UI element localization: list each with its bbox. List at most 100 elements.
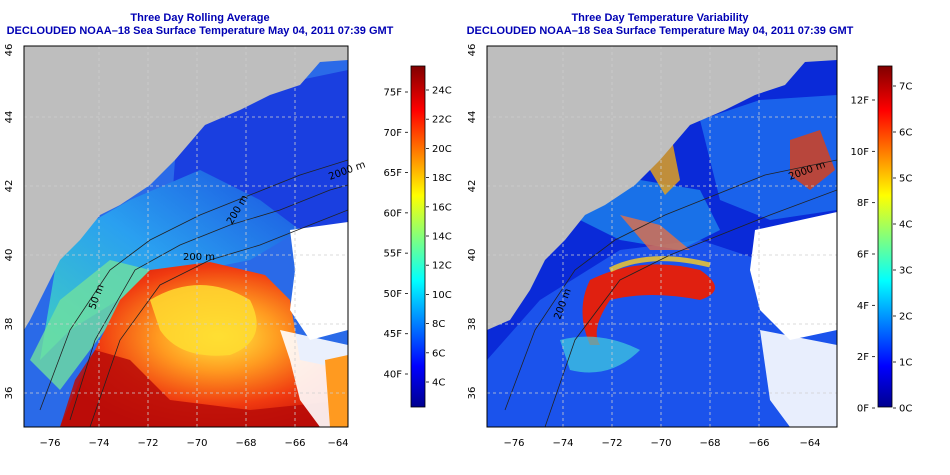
right-y-tick-38: 38 — [467, 318, 478, 331]
right-graticule — [487, 46, 837, 427]
right-x-tick-6: −66 — [748, 438, 769, 449]
right-colorbar-ramp — [877, 65, 893, 408]
right-cb-celsius-0: 7C — [899, 82, 912, 93]
right-cb-fahrenheit-1: 10F — [851, 147, 870, 158]
left-x-tick-2: −74 — [88, 438, 109, 449]
left-x-axis: −76 −74 −72 −70 −68 −66 −64 — [39, 438, 348, 449]
left-cb-celsius-10: 4C — [432, 378, 445, 389]
left-colorbar: 24C 22C 20C 18C 16C 14C 12C 10C 8C 6C 4C 75F 70F 65F… — [384, 65, 452, 408]
right-colorbar-celsius-labels: 7C 6C 5C 4C 3C 2C 1C 0C — [893, 82, 912, 415]
right-cloud-gap-south — [760, 330, 837, 427]
left-y-tick-46: 46 — [4, 44, 15, 57]
right-colorbar: 7C 6C 5C 4C 3C 2C 1C 0C 12F 10F 8F 6F 4F 2F 0F — [851, 65, 912, 415]
right-cb-celsius-3: 4C — [899, 220, 912, 231]
left-cb-fahrenheit-0: 75F — [384, 88, 403, 99]
left-y-tick-42: 42 — [4, 180, 15, 193]
right-land-mass — [487, 46, 837, 330]
left-x-tick-3: −72 — [137, 438, 158, 449]
left-warm-offshore — [325, 355, 348, 427]
right-cb-celsius-7: 0C — [899, 404, 912, 415]
right-variable-zone — [487, 240, 837, 427]
right-x-tick-2: −74 — [552, 438, 573, 449]
right-cb-fahrenheit-0: 12F — [851, 96, 870, 107]
left-map-title: Three Day Rolling Average — [130, 12, 270, 24]
right-cb-celsius-5: 2C — [899, 312, 912, 323]
left-cb-fahrenheit-7: 40F — [384, 370, 403, 381]
left-y-tick-40: 40 — [4, 249, 15, 262]
right-hot-spot-mid — [620, 215, 690, 250]
left-colorbar-fahrenheit-labels: 75F 70F 65F 60F 55F 50F 45F 40F — [384, 88, 408, 381]
left-cb-celsius-4: 16C — [432, 202, 452, 213]
right-cb-fahrenheit-4: 4F — [857, 301, 869, 312]
left-cb-celsius-7: 10C — [432, 290, 452, 301]
right-cyan-patch — [560, 336, 640, 373]
left-y-axis: 36 38 40 42 44 46 — [4, 44, 15, 400]
right-cb-celsius-4: 3C — [899, 266, 912, 277]
right-cloud-gap — [750, 212, 837, 340]
right-x-tick-4: −70 — [650, 438, 671, 449]
left-y-tick-44: 44 — [4, 111, 15, 124]
left-cb-celsius-6: 12C — [432, 261, 452, 272]
left-isobath-2000m — [89, 209, 348, 427]
right-y-axis: 36 38 40 42 44 46 — [467, 44, 478, 400]
left-map-subtitle: DECLOUDED NOAA–18 Sea Surface Temperatur… — [6, 25, 394, 37]
left-cloud-gap — [290, 222, 348, 340]
left-isobath-label-200b: 200 m — [183, 252, 215, 263]
left-isobath-50m — [39, 159, 348, 411]
left-cb-fahrenheit-4: 55F — [384, 249, 403, 260]
right-cb-celsius-1: 6C — [899, 128, 912, 139]
left-cb-celsius-5: 14C — [432, 232, 452, 243]
left-y-tick-36: 36 — [4, 387, 15, 400]
right-colorbar-fahrenheit-labels: 12F 10F 8F 6F 4F 2F 0F — [851, 96, 875, 415]
left-cb-celsius-0: 24C — [432, 86, 452, 97]
left-cb-celsius-3: 18C — [432, 173, 452, 184]
right-map-title: Three Day Temperature Variability — [571, 12, 749, 24]
left-cb-fahrenheit-1: 70F — [384, 128, 403, 139]
left-cb-celsius-1: 22C — [432, 115, 452, 126]
left-isobath-200m — [69, 184, 348, 421]
right-cb-fahrenheit-2: 8F — [857, 198, 869, 209]
left-cb-celsius-2: 20C — [432, 144, 452, 155]
left-x-tick-5: −68 — [235, 438, 256, 449]
left-colorbar-celsius-labels: 24C 22C 20C 18C 16C 14C 12C 10C 8C 6C 4C — [426, 86, 452, 389]
left-hot-band — [60, 350, 348, 427]
right-x-axis: −76 −74 −72 −70 −68 −66 −64 — [503, 438, 820, 449]
right-variability-map: 2000 m 200 m — [486, 45, 838, 428]
right-y-tick-36: 36 — [467, 387, 478, 400]
right-cb-celsius-2: 5C — [899, 174, 912, 185]
right-front-hot — [582, 264, 715, 345]
right-north-zone — [700, 95, 837, 220]
right-x-tick-3: −72 — [601, 438, 622, 449]
left-x-tick-7: −64 — [327, 438, 348, 449]
left-cb-fahrenheit-3: 60F — [384, 208, 403, 219]
right-front-yellow — [608, 256, 711, 273]
right-cb-celsius-6: 1C — [899, 358, 912, 369]
left-x-tick-6: −66 — [284, 438, 305, 449]
left-graticule — [24, 46, 348, 427]
left-cb-celsius-9: 6C — [432, 348, 445, 359]
right-y-tick-44: 44 — [467, 111, 478, 124]
right-x-tick-5: −68 — [699, 438, 720, 449]
right-hot-spot-east — [790, 130, 835, 190]
right-cb-fahrenheit-6: 0F — [857, 404, 869, 415]
left-colorbar-ramp — [410, 65, 426, 408]
left-map-frame — [23, 45, 349, 428]
right-map-subtitle: DECLOUDED NOAA–18 Sea Surface Temperatur… — [466, 25, 854, 37]
right-isobath-50m — [504, 159, 837, 411]
right-y-tick-40: 40 — [467, 249, 478, 262]
right-cb-fahrenheit-3: 6F — [857, 250, 869, 261]
left-x-tick-4: −70 — [186, 438, 207, 449]
left-shelf-water — [40, 170, 300, 360]
left-sst-map: 2000 m 200 m 200 m 50 m — [23, 45, 367, 428]
left-y-tick-38: 38 — [4, 318, 15, 331]
right-x-tick-7: −64 — [799, 438, 820, 449]
left-cb-fahrenheit-2: 65F — [384, 168, 403, 179]
left-x-tick-1: −76 — [39, 438, 60, 449]
left-cb-fahrenheit-5: 50F — [384, 289, 403, 300]
left-cb-celsius-8: 8C — [432, 319, 445, 330]
right-y-tick-46: 46 — [467, 44, 478, 57]
right-x-tick-1: −76 — [503, 438, 524, 449]
left-warm-core — [150, 285, 257, 356]
right-y-tick-42: 42 — [467, 180, 478, 193]
